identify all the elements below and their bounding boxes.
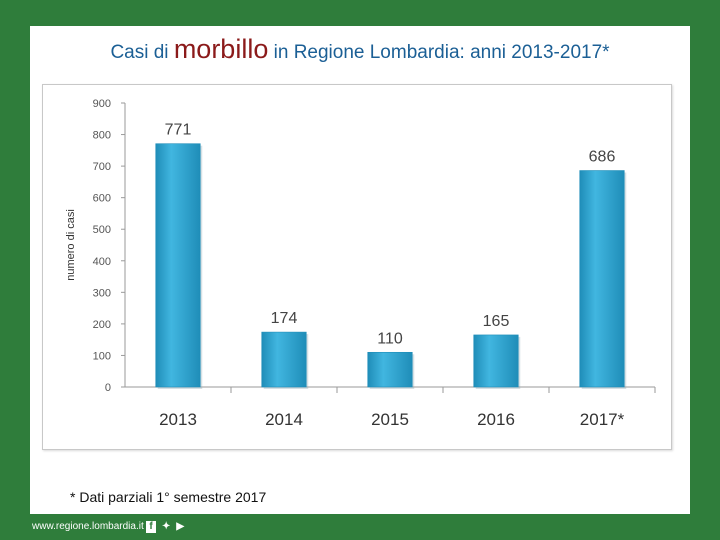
title-suffix: in Regione Lombardia: anni 2013-2017* (268, 42, 610, 63)
footnote: * Dati parziali 1° semestre 2017 (70, 489, 267, 505)
bar-chart: 0 100 200 300 400 500 600 700 800 900 numero di ca… (65, 98, 656, 429)
data-label: 110 (377, 330, 403, 347)
y-axis-label: numero di casi (65, 209, 77, 281)
twitter-icon[interactable]: ✦ (162, 521, 171, 532)
social-icons: f ✦ ▶ (146, 520, 184, 534)
data-label: 174 (271, 310, 298, 327)
x-tick-label: 2016 (477, 410, 515, 429)
y-tick-label: 700 (93, 161, 111, 173)
data-label: 686 (589, 149, 616, 166)
y-tick-label: 400 (93, 256, 111, 268)
bar (367, 351, 413, 388)
title-prefix: Casi di (110, 42, 174, 63)
bar (579, 170, 625, 388)
data-label: 771 (165, 122, 192, 139)
x-tick-label: 2013 (159, 410, 197, 429)
bar (155, 143, 201, 388)
facebook-icon[interactable]: f (146, 521, 156, 533)
title-emphasis: morbillo (173, 34, 269, 64)
y-tick-label: 200 (93, 319, 111, 331)
page-title: Casi di morbillo in Regione Lombardia: a… (30, 34, 690, 65)
y-tick-label: 500 (93, 224, 111, 236)
x-tick-label: 2015 (371, 410, 409, 429)
chart-frame: 0 100 200 300 400 500 600 700 800 900 numero di ca… (42, 84, 672, 450)
y-tick-label: 0 (105, 382, 111, 394)
bar (261, 331, 307, 388)
x-tick-label: 2014 (265, 410, 303, 429)
bar (473, 334, 519, 388)
footer-bar: www.regione.lombardia.it f ✦ ▶ (0, 514, 720, 540)
y-tick-label: 300 (93, 287, 111, 299)
y-tick-label: 100 (93, 350, 111, 362)
y-tick-label: 800 (93, 130, 111, 142)
youtube-icon[interactable]: ▶ (176, 521, 185, 532)
data-label: 165 (483, 313, 510, 330)
y-tick-label: 600 (93, 193, 111, 205)
footer-site-link[interactable]: www.regione.lombardia.it (32, 521, 144, 532)
y-tick-label: 900 (93, 98, 111, 110)
x-tick-label: 2017* (580, 410, 625, 429)
